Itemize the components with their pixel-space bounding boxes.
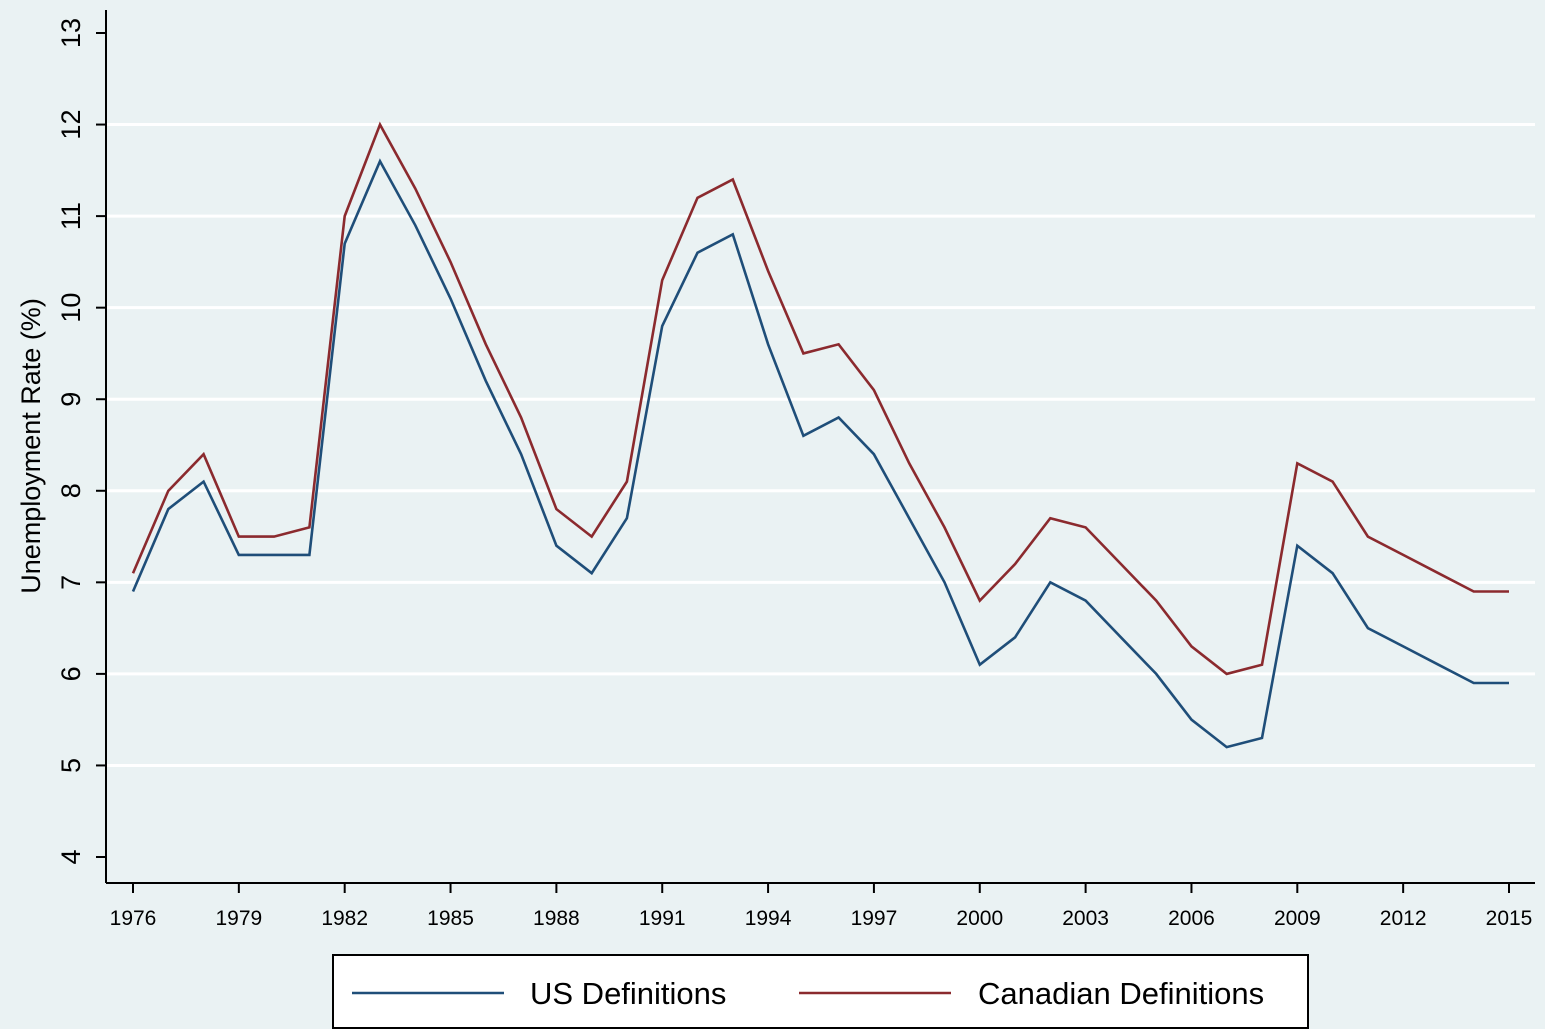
y-axis-label: Unemployment Rate (%) [16, 298, 46, 594]
y-tick-label: 8 [56, 483, 86, 498]
y-ticks: 4 5 6 7 8 9 10 11 12 13 [56, 18, 106, 865]
x-ticks: 1976 1979 1982 1985 1988 1991 1994 1997 2000 2003… [110, 883, 1533, 930]
x-tick-label: 2009 [1274, 907, 1321, 930]
x-tick-label: 1982 [321, 907, 368, 930]
x-tick-label: 2000 [956, 907, 1003, 930]
y-tick-label: 4 [56, 849, 86, 864]
y-tick-label: 13 [56, 18, 86, 48]
x-tick-label: 2012 [1380, 907, 1427, 930]
series-line-us [131, 158, 1509, 749]
x-tick-label: 1979 [215, 907, 262, 930]
series-lines [131, 121, 1509, 749]
y-tick-label: 7 [56, 575, 86, 590]
legend-label-us: US Definitions [530, 976, 726, 1011]
x-tick-label: 1985 [427, 907, 474, 930]
x-tick-label: 1997 [851, 907, 898, 930]
y-tick-label: 6 [56, 666, 86, 681]
x-tick-label: 1976 [110, 907, 157, 930]
x-tick-label: 2006 [1168, 907, 1215, 930]
y-tick-label: 9 [56, 392, 86, 407]
y-tick-label: 11 [56, 202, 86, 230]
y-tick-label: 5 [56, 758, 86, 773]
legend-label-canadian: Canadian Definitions [978, 976, 1264, 1011]
x-tick-label: 1988 [533, 907, 580, 930]
legend-box [332, 954, 1309, 1029]
x-tick-label: 1991 [639, 907, 686, 930]
y-tick-label: 10 [56, 293, 86, 323]
series-line-canadian [131, 121, 1509, 676]
x-tick-label: 1994 [745, 907, 792, 930]
x-tick-label: 2003 [1062, 907, 1109, 930]
y-tick-label: 12 [56, 110, 86, 140]
x-tick-label: 2015 [1486, 907, 1533, 930]
legend: US Definitions Canadian Definitions [332, 954, 1309, 1029]
